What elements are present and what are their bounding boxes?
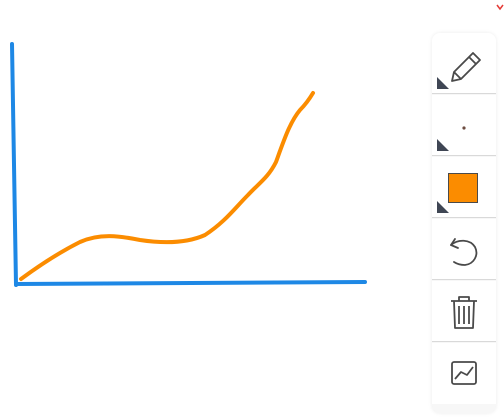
tool-corner-indicator xyxy=(437,201,449,213)
undo-icon xyxy=(450,238,478,266)
delete-button[interactable] xyxy=(432,281,496,342)
pencil-icon xyxy=(451,52,481,82)
red-corner-mark xyxy=(496,4,504,11)
drawn-y-axis xyxy=(10,42,18,287)
color-picker-button[interactable] xyxy=(432,157,496,218)
tool-corner-indicator xyxy=(437,139,449,151)
color-swatch xyxy=(448,173,478,203)
dot-icon xyxy=(462,126,466,130)
drawn-x-axis xyxy=(14,280,367,286)
drawn-orange-curve xyxy=(19,91,315,281)
drawing-toolbar xyxy=(432,33,496,413)
trash-icon xyxy=(451,296,477,329)
pen-tool-button[interactable] xyxy=(432,33,496,94)
chart-button[interactable] xyxy=(432,343,496,404)
undo-button[interactable] xyxy=(432,219,496,280)
brush-size-button[interactable] xyxy=(432,95,496,156)
tool-corner-indicator xyxy=(437,77,449,89)
line-chart-icon xyxy=(451,361,477,385)
